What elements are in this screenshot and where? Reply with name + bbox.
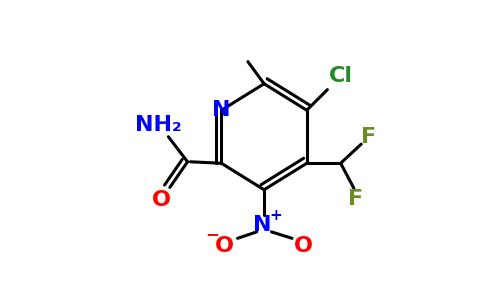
Text: N: N [253,215,272,235]
Text: O: O [151,190,170,210]
Text: O: O [294,236,313,256]
Text: +: + [270,208,282,223]
Text: O: O [215,236,234,256]
Text: N: N [212,100,231,120]
Text: F: F [348,189,363,208]
Text: −: − [206,226,219,244]
Text: F: F [361,127,376,147]
Text: Cl: Cl [329,66,353,86]
Text: NH₂: NH₂ [135,115,182,135]
